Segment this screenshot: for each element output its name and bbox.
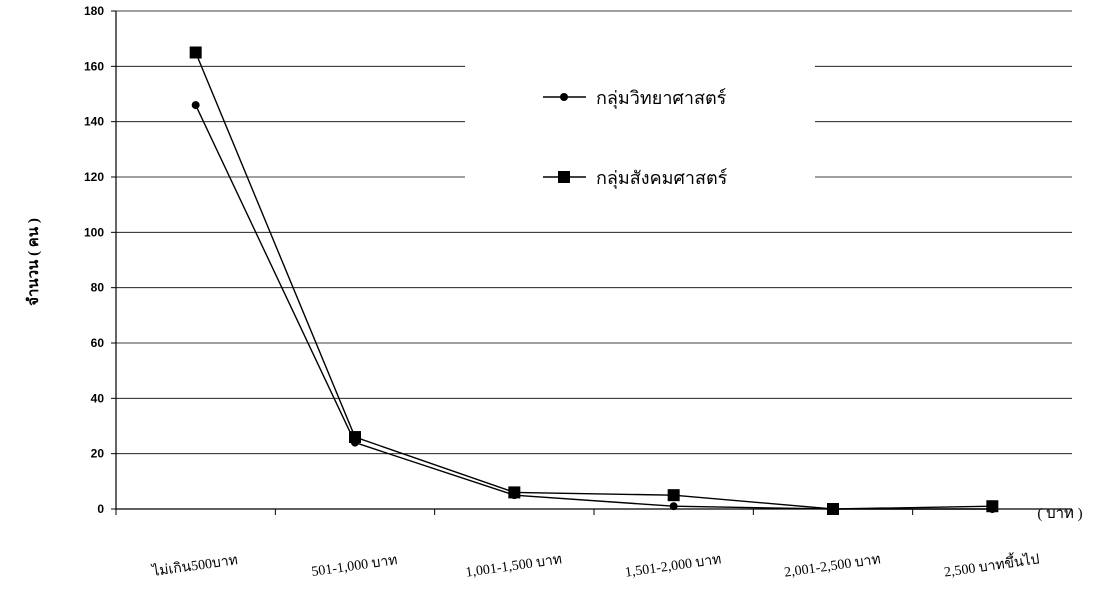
legend: กลุ่มวิทยาศาสตร์กลุ่มสังคมศาสตร์ bbox=[465, 62, 815, 204]
y-tick-label: 120 bbox=[84, 170, 104, 184]
y-tick-label: 80 bbox=[91, 281, 105, 295]
y-tick-label: 100 bbox=[84, 225, 104, 239]
series-line bbox=[195, 52, 993, 510]
legend-marker-square bbox=[558, 171, 570, 183]
y-tick-label: 160 bbox=[84, 59, 104, 73]
legend-background bbox=[465, 62, 815, 204]
data-point-circle bbox=[191, 101, 200, 110]
data-point-square bbox=[667, 489, 680, 502]
y-tick-label: 0 bbox=[97, 502, 104, 516]
legend-label: กลุ่มสังคมศาสตร์ bbox=[596, 168, 728, 189]
y-axis-label: จำนวน ( คน ) bbox=[25, 218, 42, 306]
data-point-square bbox=[508, 486, 521, 499]
x-tick-label: 1,501-2,000 บาท bbox=[624, 552, 722, 580]
y-tick-label: 60 bbox=[91, 336, 105, 350]
y-tick-label: 180 bbox=[84, 4, 104, 18]
data-point-square bbox=[827, 503, 839, 515]
series-lines bbox=[189, 46, 999, 515]
data-point-square bbox=[189, 46, 202, 59]
x-axis-unit-label: ( บาท ) bbox=[1037, 506, 1082, 522]
y-tick-label: 40 bbox=[91, 391, 105, 405]
data-point-square bbox=[986, 500, 999, 513]
y-tick-label: 20 bbox=[91, 447, 105, 461]
x-tick-label: 2,001-2,500 บาท bbox=[783, 552, 881, 580]
x-tick-label: 1,001-1,500 บาท bbox=[465, 552, 563, 580]
data-point-circle bbox=[669, 502, 678, 511]
legend-label: กลุ่มวิทยาศาสตร์ bbox=[596, 88, 727, 109]
x-tick-label: ไม่เกิน500บาท bbox=[150, 551, 239, 580]
data-point-square bbox=[349, 431, 361, 444]
legend-marker-circle bbox=[560, 93, 568, 101]
y-tick-label: 140 bbox=[84, 115, 104, 129]
x-tick-label: 2,500 บาทขึ้นไป bbox=[943, 548, 1041, 580]
x-tick-label: 501-1,000 บาท bbox=[311, 553, 399, 580]
